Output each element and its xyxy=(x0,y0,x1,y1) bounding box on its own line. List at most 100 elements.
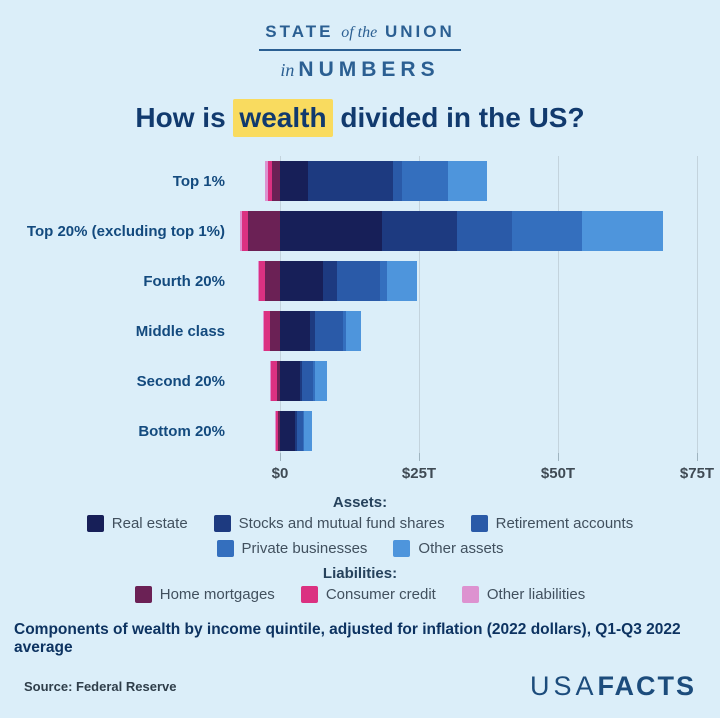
bar-segment-home-mortgages xyxy=(248,211,280,251)
usafacts-facts: FACTS xyxy=(597,671,696,701)
logo-of-the: of the xyxy=(341,24,378,41)
x-axis-label: $0 xyxy=(271,465,289,482)
logo-inner: STATE of the UNION in NUMBERS xyxy=(259,22,461,82)
tick-75 xyxy=(697,453,698,461)
gridline-0 xyxy=(280,156,281,453)
bar-segment-private-businesses xyxy=(379,261,387,301)
bar-area xyxy=(235,361,710,401)
bar-segment-private-businesses xyxy=(313,361,316,401)
legend-label: Other assets xyxy=(418,540,504,557)
bar-area xyxy=(235,261,710,301)
tick-25 xyxy=(419,453,420,461)
legend-header: Assets: xyxy=(332,494,388,511)
legend-item-other-assets: Other assets xyxy=(393,540,503,557)
bar-segment-home-mortgages xyxy=(269,311,280,351)
chart-caption: Components of wealth by income quintile,… xyxy=(14,621,681,656)
legend-swatch-icon xyxy=(300,586,318,603)
bar-segment-real-estate xyxy=(280,161,308,201)
bar-segment-retirement xyxy=(456,211,513,251)
gridline-50 xyxy=(558,156,559,453)
legend-label: Consumer credit xyxy=(325,586,436,603)
bar-segment-real-estate xyxy=(280,261,323,301)
row-label: Fourth 20% xyxy=(143,272,225,290)
legend-label: Real estate xyxy=(111,515,188,532)
legend-item-stocks: Stocks and mutual fund shares xyxy=(213,515,445,532)
legend-swatch-icon xyxy=(461,586,479,603)
legend-label: Stocks and mutual fund shares xyxy=(238,515,445,532)
bar-segment-other-assets xyxy=(315,361,327,401)
bar-segment-stocks xyxy=(300,361,303,401)
bar-segment-private-businesses xyxy=(342,311,346,351)
logo-in: in xyxy=(280,60,295,80)
bar-segment-other-assets xyxy=(304,411,312,451)
title-part2: divided in the US? xyxy=(332,102,585,133)
bar-segment-other-liabilities xyxy=(269,361,271,401)
tick-50 xyxy=(558,453,559,461)
bar-segment-home-mortgages xyxy=(264,261,280,301)
row-label: Middle class xyxy=(135,322,225,340)
bar-segment-other-liabilities xyxy=(274,411,276,451)
bar-segment-real-estate xyxy=(280,411,295,451)
bar-segment-other-assets xyxy=(582,211,663,251)
legend-row: Real estate Stocks and mutual fund shares… xyxy=(0,515,720,532)
chart-row: Fourth 20% xyxy=(0,256,720,306)
chart-row: Top 20% (excluding top 1%) xyxy=(0,206,720,256)
chart-rows: Top 1% Top 20% (excluding top 1%) Fourth 2… xyxy=(0,156,720,456)
legend-row: Home mortgages Consumer credit Other liabi… xyxy=(0,586,720,603)
legend-label: Home mortgages xyxy=(159,586,275,603)
bar-segment-other-assets xyxy=(447,161,487,201)
tick-0 xyxy=(280,453,281,461)
legend-item-consumer-credit: Consumer credit xyxy=(300,586,436,603)
bar-segment-stocks xyxy=(307,161,393,201)
logo-line-2: in NUMBERS xyxy=(259,51,460,82)
state-of-the-union-logo: STATE of the UNION in NUMBERS xyxy=(0,0,720,82)
legend-label: Retirement accounts xyxy=(495,515,634,532)
legend-header: Liabilities: xyxy=(322,565,398,582)
legend-row: Private businesses Other assets xyxy=(0,540,720,557)
wealth-stacked-bar-chart: Top 1% Top 20% (excluding top 1%) Fourth 2… xyxy=(0,156,720,486)
bar-segment-home-mortgages xyxy=(271,161,280,201)
legend-swatch-icon xyxy=(134,586,152,603)
x-axis-label: $50T xyxy=(540,465,576,482)
x-axis-labels: $0 $25T $50T $75T xyxy=(235,465,714,485)
legend-label: Private businesses xyxy=(241,540,368,557)
bar-segment-consumer-credit xyxy=(275,411,279,451)
bar-area xyxy=(235,411,710,451)
usafacts-logo: USAFACTS xyxy=(530,671,696,702)
bar-area xyxy=(235,311,710,351)
bar-segment-other-assets xyxy=(345,311,361,351)
source-note: Source: Federal Reserve xyxy=(24,679,177,694)
legend-item-private-businesses: Private businesses xyxy=(216,540,368,557)
logo-line-1: STATE of the UNION xyxy=(259,22,461,51)
bar-segment-retirement xyxy=(392,161,402,201)
legend-swatch-icon xyxy=(470,515,488,532)
chart-row: Top 1% xyxy=(0,156,720,206)
gridline-75 xyxy=(697,156,698,453)
legend-swatch-icon xyxy=(393,540,411,557)
logo-numbers: NUMBERS xyxy=(298,58,440,81)
legend-swatch-icon xyxy=(86,515,104,532)
bar-segment-other-liabilities xyxy=(258,261,259,301)
bar-segment-other-liabilities xyxy=(239,211,242,251)
bar-segment-stocks xyxy=(381,211,457,251)
bar-segment-real-estate xyxy=(280,211,382,251)
legend: Assets: Real estate Stocks and mutual fund… xyxy=(0,494,720,603)
bar-segment-consumer-credit xyxy=(258,261,265,301)
bar-segment-consumer-credit xyxy=(263,311,270,351)
x-axis-label: $75T xyxy=(679,465,715,482)
legend-item-real-estate: Real estate xyxy=(86,515,188,532)
bar-segment-stocks xyxy=(322,261,337,301)
row-label: Top 20% (excluding top 1%) xyxy=(26,222,225,240)
bar-segment-other-assets xyxy=(386,261,417,301)
bar-segment-home-mortgages xyxy=(278,411,280,451)
bar-area xyxy=(235,161,710,201)
bar-segment-retirement xyxy=(315,311,343,351)
bar-segment-stocks xyxy=(310,311,316,351)
legend-item-home-mortgages: Home mortgages xyxy=(134,586,275,603)
bar-segment-retirement xyxy=(336,261,380,301)
gridlines xyxy=(235,156,710,461)
bar-segment-consumer-credit xyxy=(270,361,278,401)
title-highlight-wealth: wealth xyxy=(233,99,333,137)
gridline-25 xyxy=(419,156,420,453)
